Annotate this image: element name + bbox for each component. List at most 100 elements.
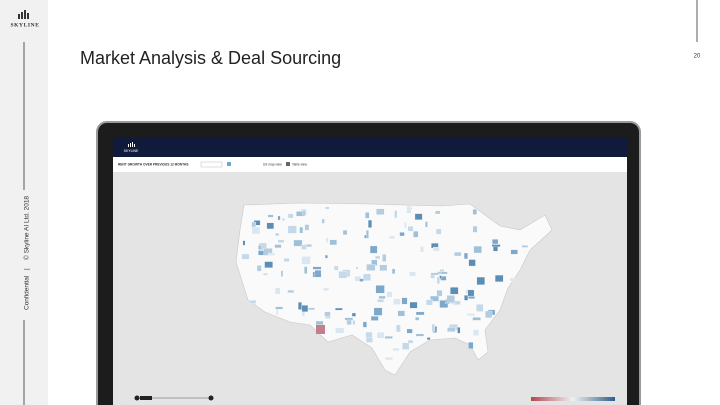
- county-patch: [433, 246, 440, 252]
- county-patch: [430, 272, 439, 276]
- county-patch: [241, 253, 250, 260]
- county-patch: [407, 226, 414, 232]
- dropdown[interactable]: [200, 161, 223, 168]
- county-patch: [274, 244, 282, 249]
- logo-icon: [18, 10, 29, 19]
- county-patch: [382, 254, 387, 262]
- county-patch: [389, 235, 395, 240]
- county-patch: [415, 311, 425, 316]
- county-patch: [378, 295, 386, 299]
- county-patch: [492, 239, 499, 245]
- county-patch: [457, 327, 461, 334]
- county-patch: [439, 300, 449, 308]
- county-patch: [491, 244, 501, 247]
- county-patch: [393, 298, 401, 305]
- slide-title: Market Analysis & Deal Sourcing: [80, 48, 341, 68]
- county-patch: [510, 249, 518, 255]
- county-patch: [275, 306, 283, 310]
- county-patch: [267, 214, 274, 218]
- page-number: 20: [694, 54, 701, 60]
- county-patch: [404, 221, 407, 229]
- county-patch: [472, 329, 480, 336]
- county-patch: [472, 317, 481, 321]
- county-patch: [325, 206, 330, 210]
- county-patch: [415, 316, 420, 321]
- county-patch: [430, 274, 435, 279]
- county-patch: [435, 210, 441, 215]
- county-patch: [476, 304, 484, 312]
- county-patch: [324, 311, 331, 317]
- map-icon: [227, 162, 231, 166]
- county-patch: [359, 278, 364, 282]
- county-patch: [431, 323, 435, 332]
- county-patch: [379, 264, 388, 271]
- county-patch: [373, 307, 383, 316]
- county-patch: [402, 342, 410, 350]
- county-patch: [315, 320, 324, 325]
- county-patch: [494, 274, 504, 283]
- slider-handle[interactable]: [208, 395, 214, 401]
- county-patch: [242, 240, 246, 246]
- county-patch: [342, 230, 348, 235]
- county-patch: [440, 271, 448, 275]
- county-patch: [251, 226, 261, 235]
- county-patch: [281, 218, 286, 221]
- county-patch: [485, 310, 493, 319]
- county-patch: [266, 222, 275, 230]
- county-patch: [521, 245, 529, 248]
- county-patch: [466, 313, 475, 316]
- county-patch: [406, 207, 413, 210]
- confidential-label: Confidential: [24, 275, 31, 310]
- county-patch: [366, 263, 376, 271]
- county-patch: [365, 331, 373, 339]
- county-patch: [362, 321, 367, 328]
- county-patch: [263, 273, 268, 276]
- county-patch: [368, 219, 372, 228]
- county-patch: [364, 234, 367, 239]
- county-patch: [304, 266, 308, 274]
- county-patch: [325, 237, 329, 243]
- color-legend: [531, 397, 615, 401]
- county-patch: [351, 312, 356, 317]
- county-patch: [264, 261, 273, 268]
- county-patch: [413, 230, 419, 238]
- map-view-button[interactable]: US map view: [263, 162, 282, 166]
- county-patch: [391, 268, 396, 275]
- county-patch: [287, 213, 294, 219]
- slider-handle[interactable]: [134, 395, 140, 401]
- county-patch: [277, 239, 285, 243]
- county-patch: [436, 276, 441, 285]
- county-patch: [447, 327, 456, 332]
- county-patch: [376, 208, 385, 215]
- county-patch: [338, 271, 348, 279]
- county-patch: [321, 218, 325, 224]
- toolbar: [113, 157, 627, 172]
- county-patch: [249, 300, 257, 304]
- app-logo-text: SKYLINE: [124, 149, 139, 153]
- county-patch: [258, 245, 262, 250]
- county-patch: [346, 319, 352, 325]
- county-patch: [280, 270, 284, 277]
- county-patch: [468, 296, 475, 299]
- county-patch: [324, 254, 328, 259]
- county-patch: [370, 316, 379, 321]
- county-patch: [312, 266, 322, 270]
- county-patch: [301, 244, 307, 250]
- app-header: [113, 138, 627, 157]
- county-patch: [420, 246, 424, 253]
- county-patch: [406, 328, 413, 334]
- slider-tooltip: [140, 396, 152, 400]
- county-patch: [335, 327, 345, 334]
- county-patch: [297, 302, 302, 310]
- county-patch: [472, 225, 478, 233]
- county-patch: [362, 273, 371, 281]
- county-patch: [323, 287, 330, 291]
- county-patch: [407, 339, 414, 344]
- logo-text: SKYLINE: [11, 22, 40, 28]
- table-view-button[interactable]: Table view: [292, 162, 308, 166]
- county-patch: [301, 305, 309, 312]
- county-patch: [287, 225, 297, 234]
- county-patch: [401, 297, 408, 305]
- county-patch: [299, 226, 304, 234]
